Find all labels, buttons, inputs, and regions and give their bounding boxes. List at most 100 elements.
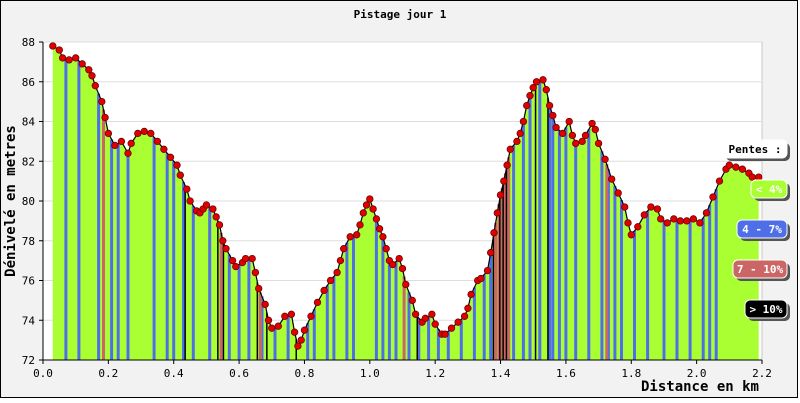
legend-item-box [736,219,788,239]
slope-stripe [472,287,476,360]
slope-stripe [165,153,169,360]
slope-stripe [227,254,231,360]
slope-stripe [416,316,418,360]
data-point [431,320,439,328]
slope-stripe [332,276,336,360]
slope-stripe [352,235,355,360]
slope-stripe [64,58,68,361]
data-point [379,233,387,241]
data-point [307,312,315,320]
slope-stripe [459,319,463,360]
data-point [166,153,175,161]
slope-stripe [237,264,241,360]
slope-stripe [528,95,532,360]
slope-stripe [646,210,650,360]
data-point [333,268,341,277]
slope-stripe [258,292,262,360]
slope-stripe [505,168,508,360]
data-point [326,276,335,285]
data-point [85,66,93,74]
slope-stripe [600,151,604,360]
slope-stripe [222,242,225,360]
data-point [709,193,717,201]
slope-stripe [152,137,156,360]
slope-stripe [675,219,679,360]
slope-stripe [502,183,504,360]
slope-stripe [436,329,440,360]
data-point [408,296,416,305]
data-point [111,141,119,150]
slope-stripe [701,217,705,360]
data-point [346,233,354,241]
data-point [748,173,756,181]
data-point [653,205,662,213]
data-point [173,161,181,169]
slope-stripe [312,309,316,360]
data-point [506,145,514,153]
data-point [696,219,704,227]
slope-stripe [345,242,349,360]
data-point [460,312,469,320]
data-point [477,274,485,283]
data-point [65,56,73,64]
markers [49,42,763,350]
data-point [552,123,560,132]
legend-item-label: < 4% [756,183,783,196]
data-point [117,137,126,146]
data-point [202,201,211,209]
slope-stripe [548,105,552,360]
data-point [670,215,678,223]
data-point [183,185,191,193]
slope-stripe [512,145,516,360]
x-tick-label: 0.4 [164,367,184,380]
slope-stripe [507,157,511,360]
slope-stripe [587,129,591,360]
data-point [493,209,501,217]
data-point [389,260,397,269]
slope-stripe [547,97,549,360]
data-point [647,203,655,211]
slope-stripe [208,207,212,360]
slope-stripe [260,296,264,360]
data-point [232,262,240,271]
data-point [134,129,142,138]
data-point [336,256,345,265]
legend-item-label: 7 - 10% [737,263,784,276]
data-point [715,177,724,185]
data-point [127,139,135,148]
data-point [549,111,557,120]
data-point [101,113,109,122]
slope-stripe [191,206,195,360]
data-point [614,189,622,197]
data-point [294,342,302,350]
data-point [529,84,537,92]
slope-stripe [266,312,268,360]
data-point [147,129,155,138]
data-point [313,298,322,307]
data-point [447,324,456,332]
data-point [496,191,505,199]
data-point [513,137,521,146]
data-point [300,326,309,334]
data-point [261,300,269,309]
data-point [725,161,733,169]
data-point [601,155,609,163]
data-point [519,117,528,126]
data-point [228,256,237,265]
y-tick-label: 84 [22,116,36,129]
slope-stripe [446,331,450,360]
data-point [421,314,430,322]
y-tick-label: 78 [22,235,35,248]
data-point [212,213,220,221]
data-point [683,217,691,225]
y-tick-label: 76 [22,275,35,288]
data-point [500,177,508,185]
slope-stripe [273,327,277,360]
slope-stripe [295,339,297,360]
legend-title-box [722,139,788,159]
slope-stripe [489,252,493,360]
slope-stripe [503,173,507,360]
data-point [676,217,684,225]
slope-stripe [417,318,421,360]
